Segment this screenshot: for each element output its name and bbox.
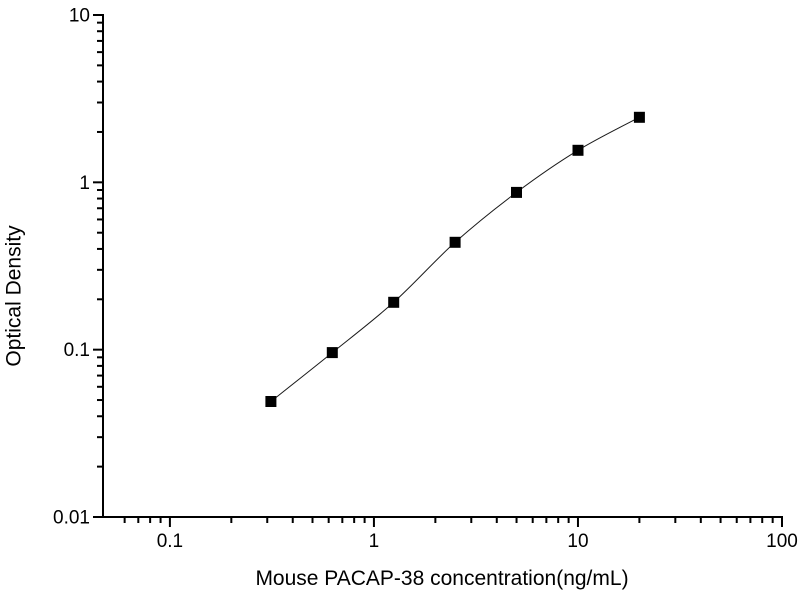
- data-point-marker: [388, 296, 400, 308]
- x-tick-label: 1: [369, 531, 380, 552]
- x-tick-label: 0.1: [157, 531, 183, 552]
- data-point-marker: [511, 186, 522, 198]
- x-axis-title: Mouse PACAP-38 concentration(ng/mL): [255, 567, 629, 590]
- y-tick-label: 1: [79, 173, 90, 194]
- data-point-marker: [449, 236, 461, 248]
- y-axis-title: Optical Density: [2, 225, 26, 367]
- data-point-marker: [326, 347, 338, 359]
- data-point-marker: [572, 144, 584, 156]
- x-tick-label: 100: [766, 531, 798, 552]
- data-point-marker: [633, 111, 645, 123]
- y-tick-label: 0.01: [53, 508, 90, 529]
- y-tick-label: 0.1: [64, 340, 90, 361]
- y-tick-label: 10: [69, 6, 90, 27]
- data-point-marker: [265, 396, 277, 407]
- x-tick-label: 10: [567, 531, 588, 552]
- standard-curve-line: [270, 116, 640, 402]
